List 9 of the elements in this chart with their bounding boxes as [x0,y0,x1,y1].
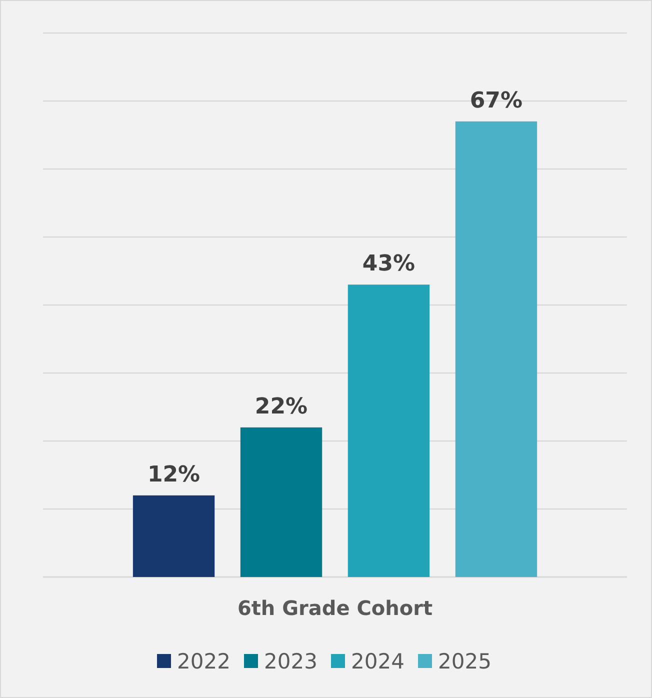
legend-label: 2025 [438,649,492,674]
legend-label: 2022 [177,649,230,674]
data-label: 67% [470,88,523,114]
x-axis-title: 6th Grade Cohort [237,596,433,620]
data-label: 22% [254,394,308,420]
data-label: 43% [362,252,416,277]
legend-label: 2024 [351,649,404,674]
legend-label: 2023 [264,649,318,674]
data-label: 12% [147,462,200,488]
